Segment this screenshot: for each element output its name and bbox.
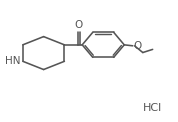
- Text: HCl: HCl: [143, 103, 162, 113]
- Text: HN: HN: [5, 56, 20, 66]
- Text: O: O: [133, 41, 142, 51]
- Text: O: O: [75, 20, 83, 30]
